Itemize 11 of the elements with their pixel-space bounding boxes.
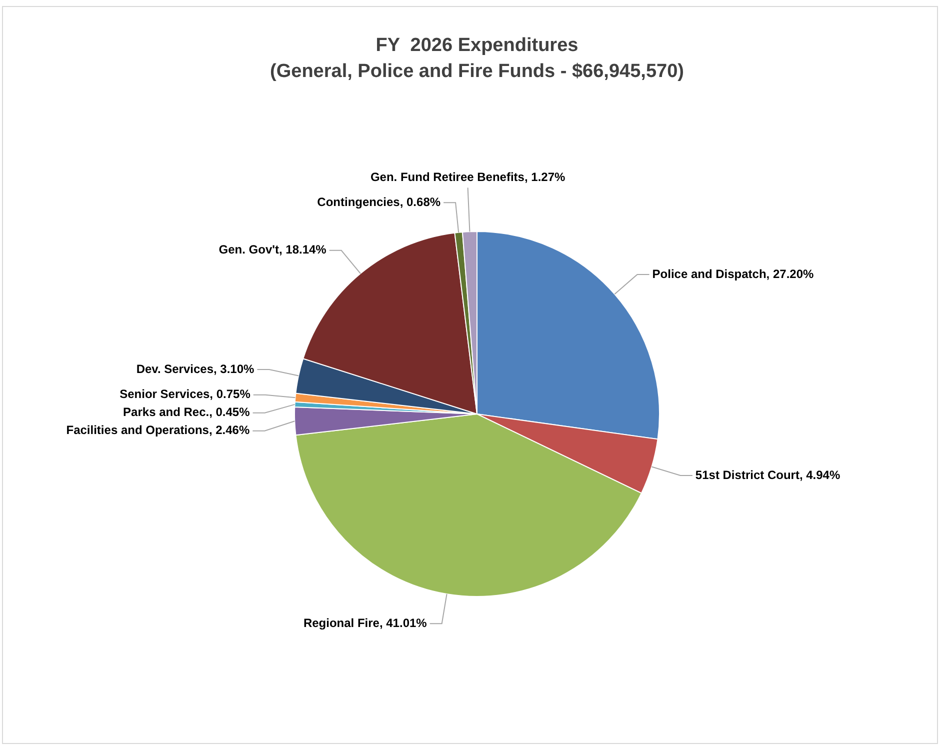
chart-title: FY 2026 Expenditures (General, Police and Fire Funds - $66,945,570) [269,34,685,84]
slice-label: Police and Dispatch, 27.20% [652,266,814,281]
slice-label: Dev. Services, 3.10% [136,362,255,376]
slice-label: Contingencies, 0.68% [317,194,441,209]
slice-label: Regional Fire, 41.01% [303,616,428,630]
slice-label: Gen. Gov't, 18.14% [218,242,327,257]
slice-label: 51st District Court, 4.94% [695,468,840,482]
slice-label: Parks and Rec., 0.45% [123,405,250,420]
slice-label: Senior Services, 0.75% [120,387,251,402]
slice-label: Facilities and Operations, 2.46% [66,423,250,438]
slice-label: Gen. Fund Retiree Benefits, 1.27% [370,170,566,184]
